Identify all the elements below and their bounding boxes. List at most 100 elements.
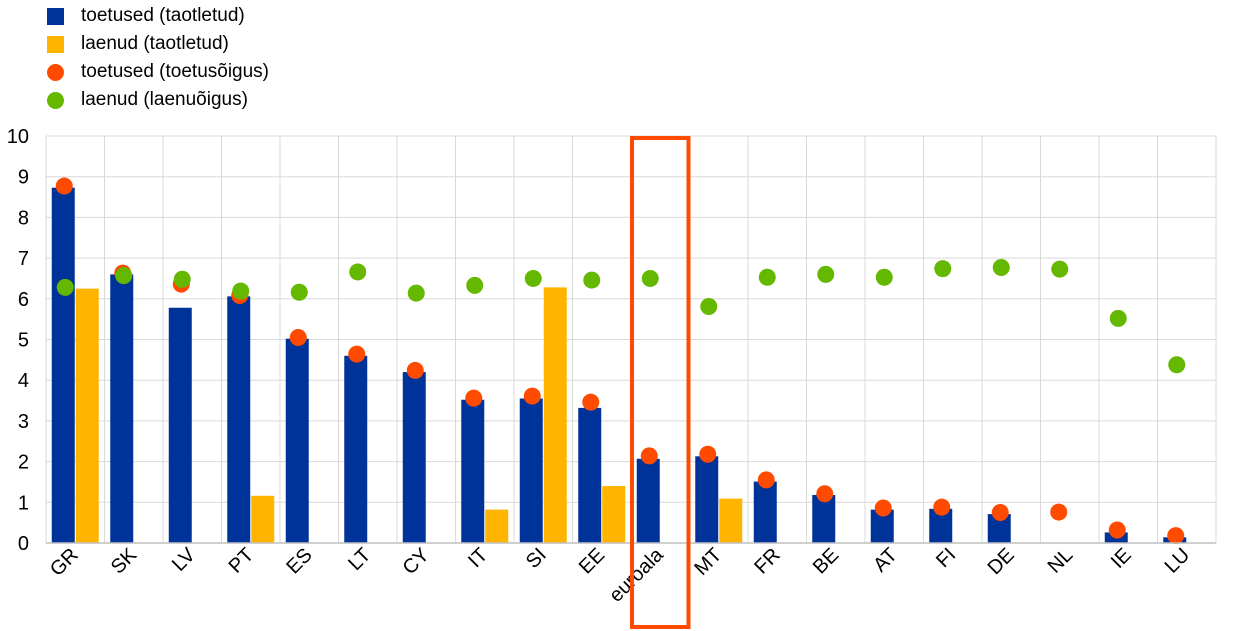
dot-loans-eligible: [349, 263, 367, 281]
dot-grants-eligible: [465, 389, 483, 407]
bar-loans-requested: [485, 509, 509, 543]
dot-grants-eligible: [1108, 521, 1126, 539]
x-tick-label: SI: [522, 544, 551, 573]
legend: toetused (taotletud) laenud (taotletud) …: [44, 2, 269, 114]
bar-grants-requested: [929, 508, 953, 543]
bar-grants-requested: [168, 307, 192, 543]
x-tick-label: euroala: [605, 543, 668, 606]
legend-label-grants-eligible: toetused (toetusõigus): [81, 61, 270, 82]
dot-loans-eligible: [583, 271, 601, 289]
dot-grants-eligible: [55, 177, 73, 195]
x-tick-label: BE: [809, 544, 843, 578]
x-tick-label: PT: [225, 544, 259, 578]
legend-item-grants-requested: toetused (taotletud): [44, 2, 269, 30]
x-tick-label: LT: [344, 544, 375, 575]
x-tick-label: CY: [399, 544, 434, 579]
dot-loans-eligible: [290, 283, 308, 301]
dot-grants-eligible: [757, 471, 775, 489]
legend-swatch-loans-eligible: [47, 91, 64, 109]
dot-grants-eligible: [523, 387, 541, 405]
bar-grants-requested: [285, 338, 309, 543]
x-tick-label: IT: [464, 544, 492, 572]
legend-swatch-grants-requested: [47, 7, 64, 25]
dot-grants-eligible: [816, 485, 834, 503]
y-tick-label: 10: [7, 126, 29, 148]
bar-loans-requested: [602, 486, 626, 543]
legend-label-grants-requested: toetused (taotletud): [81, 5, 245, 26]
x-tick-label: DE: [984, 544, 1019, 579]
bar-grants-requested: [519, 398, 543, 543]
bar-grants-requested: [51, 187, 75, 543]
y-tick-label: 5: [18, 330, 29, 352]
y-tick-label: 8: [18, 207, 29, 229]
dot-loans-eligible: [466, 276, 484, 294]
bar-grants-requested: [344, 355, 368, 543]
bar-grants-requested: [812, 494, 836, 543]
bar-grants-requested: [461, 399, 485, 543]
dot-grants-eligible: [1050, 503, 1068, 521]
bar-grants-requested: [753, 481, 777, 543]
dot-grants-eligible: [1167, 527, 1185, 545]
legend-item-loans-eligible: laenud (laenuõigus): [44, 86, 269, 114]
bar-loans-requested: [75, 288, 99, 543]
bar-grants-requested: [695, 456, 719, 543]
legend-swatch-loans-requested: [47, 35, 64, 53]
dot-loans-eligible: [1109, 309, 1127, 327]
bar-grants-requested: [402, 372, 426, 543]
bar-loans-requested: [251, 495, 275, 543]
dot-loans-eligible: [407, 284, 425, 302]
dot-loans-eligible: [1168, 356, 1186, 374]
dot-grants-eligible: [874, 499, 892, 517]
legend-item-loans-requested: laenud (taotletud): [44, 30, 269, 58]
dot-grants-eligible: [289, 328, 307, 346]
bar-grants-requested: [987, 514, 1011, 543]
legend-item-grants-eligible: toetused (toetusõigus): [44, 58, 269, 86]
x-tick-label: EE: [575, 544, 609, 578]
y-tick-label: 3: [18, 411, 29, 433]
y-tick-label: 6: [18, 289, 29, 311]
x-tick-label: FI: [932, 544, 960, 572]
dot-loans-eligible: [524, 269, 542, 287]
y-tick-label: 4: [18, 370, 29, 392]
bar-grants-requested: [870, 509, 894, 543]
dot-grants-eligible: [991, 503, 1009, 521]
bar-grants-requested: [110, 274, 134, 543]
dot-loans-eligible: [700, 298, 718, 316]
bar-grants-requested: [636, 458, 660, 543]
y-tick-label: 1: [18, 492, 29, 514]
bar-loans-requested: [719, 498, 743, 543]
dot-grants-eligible: [640, 447, 658, 465]
dot-loans-eligible: [934, 260, 952, 278]
dot-grants-eligible: [933, 498, 951, 516]
dot-grants-eligible: [582, 393, 600, 411]
x-tick-label: IE: [1107, 544, 1136, 573]
dot-loans-eligible: [56, 278, 74, 296]
x-tick-label: LV: [168, 544, 200, 576]
y-tick-label: 2: [18, 452, 29, 474]
bar-grants-requested: [578, 407, 602, 543]
bar-loans-requested: [543, 287, 567, 543]
dot-loans-eligible: [875, 268, 893, 286]
dot-loans-eligible: [115, 267, 133, 285]
legend-swatch-grants-eligible: [47, 63, 64, 81]
dot-loans-eligible: [817, 265, 835, 283]
highlight-box: [630, 136, 691, 629]
x-tick-label: FR: [750, 544, 784, 578]
bar-grants-requested: [227, 296, 251, 543]
x-tick-label: AT: [869, 544, 902, 577]
legend-label-loans-eligible: laenud (laenuõigus): [81, 89, 248, 110]
x-tick-label: SK: [107, 544, 142, 579]
x-tick-label: ES: [282, 544, 316, 578]
y-tick-label: 0: [18, 533, 29, 555]
dot-loans-eligible: [992, 258, 1010, 276]
x-tick-label: NL: [1044, 544, 1078, 578]
legend-label-loans-requested: laenud (taotletud): [81, 33, 229, 54]
y-tick-label: 9: [18, 167, 29, 189]
x-tick-label: LU: [1161, 544, 1195, 578]
dot-loans-eligible: [758, 268, 776, 286]
dot-grants-eligible: [699, 445, 717, 463]
dot-loans-eligible: [1051, 260, 1069, 278]
bar-layer: [51, 187, 1187, 543]
dot-loans-eligible: [232, 282, 250, 300]
